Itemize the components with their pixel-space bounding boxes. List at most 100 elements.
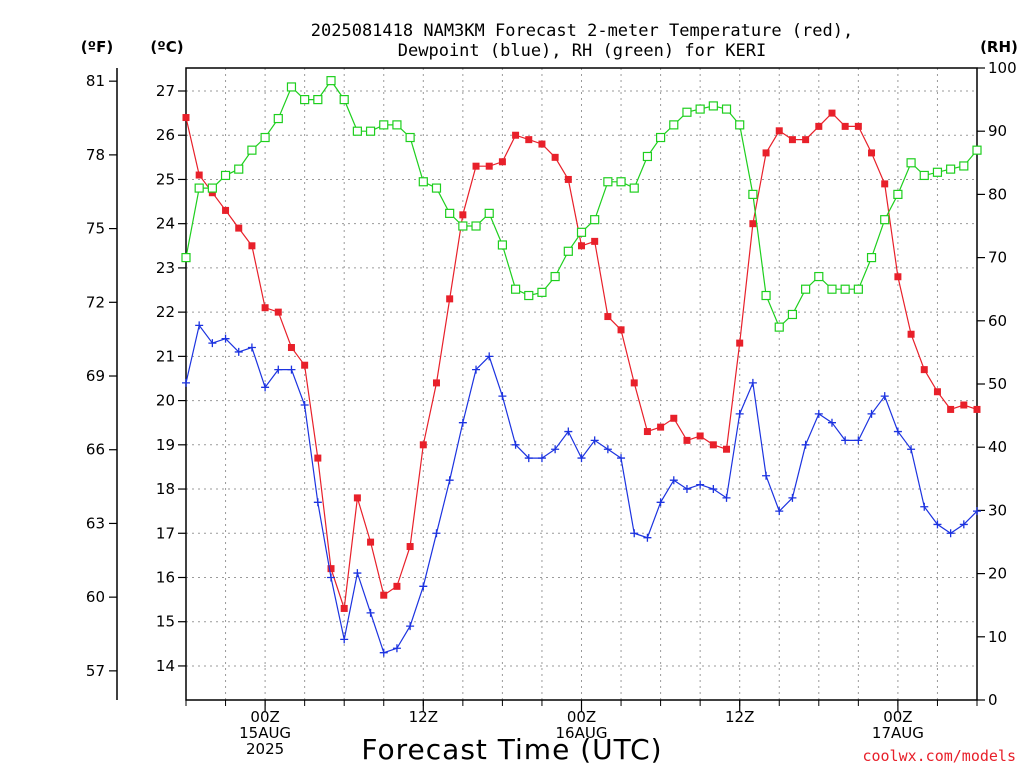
dewpoint-point	[669, 476, 678, 485]
rh-tick-label: 10	[988, 628, 1007, 646]
temperature-point	[578, 242, 585, 250]
rh-point	[866, 253, 877, 263]
dewpoint-point	[300, 401, 309, 410]
rh-point	[708, 101, 718, 111]
dewpoint-point	[392, 644, 401, 653]
rh-point	[959, 161, 969, 171]
temperature-point	[261, 304, 269, 312]
rh-point	[880, 215, 890, 225]
celsius-tick-label: 25	[156, 170, 175, 188]
x-tick-label: 12Z	[725, 708, 754, 726]
dewpoint-point	[261, 383, 270, 392]
rh-tick-label: 90	[988, 122, 1007, 140]
dewpoint-point	[366, 608, 375, 617]
dewpoint-point	[907, 445, 916, 454]
x-tick-label: 12Z	[409, 708, 438, 726]
dewpoint-point	[630, 529, 639, 538]
dewpoint-point	[722, 493, 731, 502]
dewpoint-point	[485, 352, 494, 361]
temperature-point	[380, 591, 388, 599]
dewpoint-point	[867, 409, 876, 418]
rh-point	[801, 284, 811, 294]
rh-point	[181, 253, 191, 263]
temperature-point	[709, 441, 717, 449]
rh-point	[669, 120, 679, 130]
rh-point	[445, 208, 455, 218]
rh-point	[827, 284, 837, 294]
temperature-point	[393, 582, 401, 590]
temperature-point	[274, 308, 282, 316]
temperature-point	[723, 445, 731, 453]
rh-point	[339, 94, 349, 105]
dewpoint-point	[498, 392, 507, 401]
dewpoint-point	[327, 573, 336, 582]
temperature-point	[894, 273, 902, 281]
fahrenheit-tick-label: 66	[86, 441, 105, 459]
rh-point	[326, 76, 336, 86]
data-series	[181, 76, 982, 657]
temperature-point	[208, 189, 216, 197]
fahrenheit-tick-label: 57	[86, 662, 105, 680]
celsius-tick-label: 19	[156, 436, 175, 454]
rh-point	[379, 120, 389, 130]
rh-point	[576, 227, 587, 237]
fahrenheit-tick-label: 75	[86, 220, 105, 238]
rh-tick-label: 50	[988, 375, 1007, 393]
rh-point	[524, 290, 534, 301]
dewpoint-point	[406, 622, 415, 631]
temperature-point	[235, 224, 243, 232]
rh-point	[471, 221, 481, 231]
temperature-point	[604, 313, 612, 321]
dewpoint-point	[287, 365, 296, 374]
dewpoint-point	[313, 498, 322, 507]
dewpoint-point	[340, 635, 349, 644]
temperature-point	[314, 454, 322, 462]
dewpoint-point	[432, 529, 441, 538]
dewpoint-point	[827, 418, 836, 427]
rh-unit-label: (RH)	[980, 38, 1018, 56]
temperature-point	[657, 423, 665, 431]
rh-point	[194, 183, 204, 193]
dewpoint-point	[603, 445, 612, 454]
rh-point	[300, 94, 310, 105]
fahrenheit-tick-label: 78	[86, 146, 105, 164]
temperature-point	[564, 175, 572, 183]
temperature-point	[301, 361, 309, 369]
dewpoint-point	[735, 409, 744, 418]
x-axis-label: Forecast Time (UTC)	[361, 733, 662, 766]
temperature-point	[881, 180, 889, 188]
dewpoint-point	[577, 454, 586, 463]
dewpoint-point	[643, 533, 652, 542]
temperature-point	[498, 158, 506, 166]
source-credit[interactable]: coolwx.com/models	[862, 747, 1016, 765]
rh-point	[787, 309, 798, 320]
rh-point	[695, 104, 705, 114]
x-tick-label: 00Z	[567, 708, 596, 726]
temperature-point	[419, 441, 427, 449]
dewpoint-point	[656, 498, 665, 507]
temperature-point	[485, 162, 493, 170]
rh-tick-label: 0	[988, 691, 998, 709]
rh-point	[286, 82, 297, 92]
rh-point	[721, 104, 732, 114]
temperature-point	[472, 162, 480, 170]
temperature-point	[591, 237, 599, 245]
dewpoint-point	[472, 365, 481, 374]
rh-point	[629, 183, 639, 193]
dewpoint-point	[617, 454, 626, 463]
rh-point	[418, 177, 428, 187]
rh-point	[497, 240, 507, 250]
temperature-point	[947, 405, 955, 413]
x-tick-label: 16AUG	[556, 724, 608, 742]
temperature-point	[828, 109, 836, 117]
rh-point	[550, 271, 560, 282]
dewpoint-point	[182, 378, 190, 387]
rh-point	[207, 183, 217, 193]
chart-title-line1: 2025081418 NAM3KM Forecast 2-meter Tempe…	[311, 21, 853, 41]
dewpoint-point	[801, 440, 810, 449]
dewpoint-point	[893, 427, 902, 436]
fahrenheit-unit-label: (ºF)	[81, 38, 113, 56]
temperature-point	[868, 149, 876, 157]
celsius-tick-label: 21	[156, 347, 175, 365]
temperature-point	[802, 136, 810, 144]
